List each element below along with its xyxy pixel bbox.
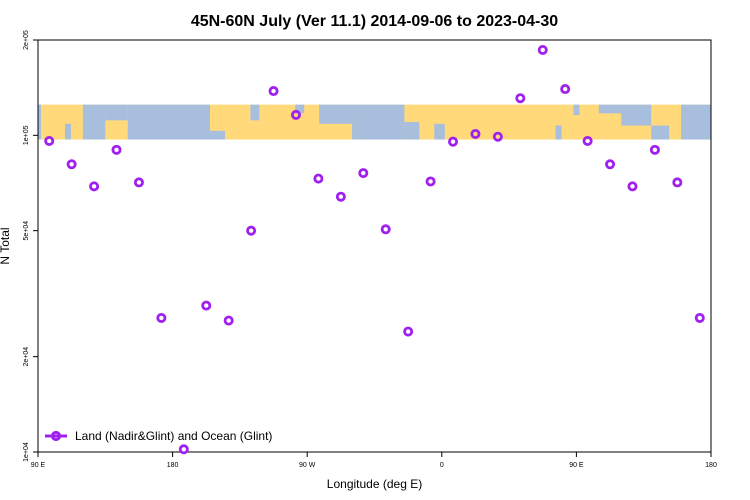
map-ocean-region xyxy=(651,125,670,140)
data-point xyxy=(335,191,346,202)
x-tick-label: 90 E xyxy=(31,462,46,469)
data-point xyxy=(156,312,167,323)
y-axis: 1e+04 2e+04 5e+04 1e+05 2e+05 xyxy=(23,30,38,462)
data-point xyxy=(403,326,414,337)
data-points xyxy=(44,44,705,455)
y-tick-label: 2e+04 xyxy=(23,347,30,367)
legend-series-name: Land (Nadir&Glint) and Ocean (Glint) xyxy=(75,429,272,443)
map-ocean-region xyxy=(38,104,41,140)
data-point xyxy=(358,168,369,179)
y-tick-label: 5e+04 xyxy=(23,221,30,241)
x-tick-label: 180 xyxy=(167,462,179,469)
data-point xyxy=(223,315,234,326)
x-tick-label: 0 xyxy=(440,462,444,469)
plot-frame xyxy=(37,39,712,453)
map-ocean-region xyxy=(573,104,580,116)
data-point xyxy=(672,177,683,188)
map-ocean-region xyxy=(319,104,353,124)
world-map-band xyxy=(38,104,711,140)
map-ocean-region xyxy=(404,122,420,140)
y-tick-label: 1e+05 xyxy=(23,125,30,145)
map-ocean-region xyxy=(555,125,562,140)
x-tick-label: 180 xyxy=(705,462,717,469)
map-ocean-region xyxy=(64,123,71,140)
data-point xyxy=(66,159,77,170)
data-point xyxy=(290,109,301,120)
data-point xyxy=(246,225,257,236)
map-ocean-region xyxy=(621,104,652,126)
y-tick-label: 2e+05 xyxy=(23,30,30,50)
data-point xyxy=(560,84,571,95)
map-ocean-region xyxy=(681,104,711,140)
map-ocean-region xyxy=(105,104,128,121)
y-axis-label: N Total xyxy=(0,227,12,264)
data-point xyxy=(201,300,212,311)
map-ocean-region xyxy=(127,104,210,140)
map-ocean-region xyxy=(352,104,405,140)
data-point xyxy=(649,144,660,155)
data-point xyxy=(537,44,548,55)
data-point xyxy=(470,128,481,139)
data-point xyxy=(178,444,189,455)
data-point xyxy=(582,135,593,146)
data-point xyxy=(44,135,55,146)
data-point xyxy=(268,86,279,97)
data-point xyxy=(515,93,526,104)
x-tick-label: 90 W xyxy=(299,462,316,469)
data-point xyxy=(605,159,616,170)
map-ocean-region xyxy=(82,104,106,140)
data-point xyxy=(694,312,705,323)
x-axis: 90 E 180 90 W 0 90 E 180 xyxy=(31,452,717,469)
data-point xyxy=(313,173,324,184)
data-point xyxy=(627,181,638,192)
data-point xyxy=(133,177,144,188)
map-ocean-region xyxy=(295,104,305,114)
data-point xyxy=(111,144,122,155)
data-point xyxy=(89,181,100,192)
x-axis-label: Longitude (deg E) xyxy=(327,477,422,491)
map-ocean-region xyxy=(250,104,260,121)
map-ocean-region xyxy=(598,104,622,114)
data-point xyxy=(380,224,391,235)
map-ocean-region xyxy=(434,123,445,140)
x-tick-label: 90 E xyxy=(569,462,584,469)
y-tick-label: 1e+04 xyxy=(23,442,30,462)
legend: Land (Nadir&Glint) and Ocean (Glint) xyxy=(45,429,272,443)
legend-marker-swatch xyxy=(50,430,62,442)
map-ocean-region xyxy=(209,130,225,140)
chart-title: 45N-60N July (Ver 11.1) 2014-09-06 to 20… xyxy=(191,13,558,30)
data-point xyxy=(492,131,503,142)
data-point xyxy=(425,176,436,187)
data-point xyxy=(448,136,459,147)
